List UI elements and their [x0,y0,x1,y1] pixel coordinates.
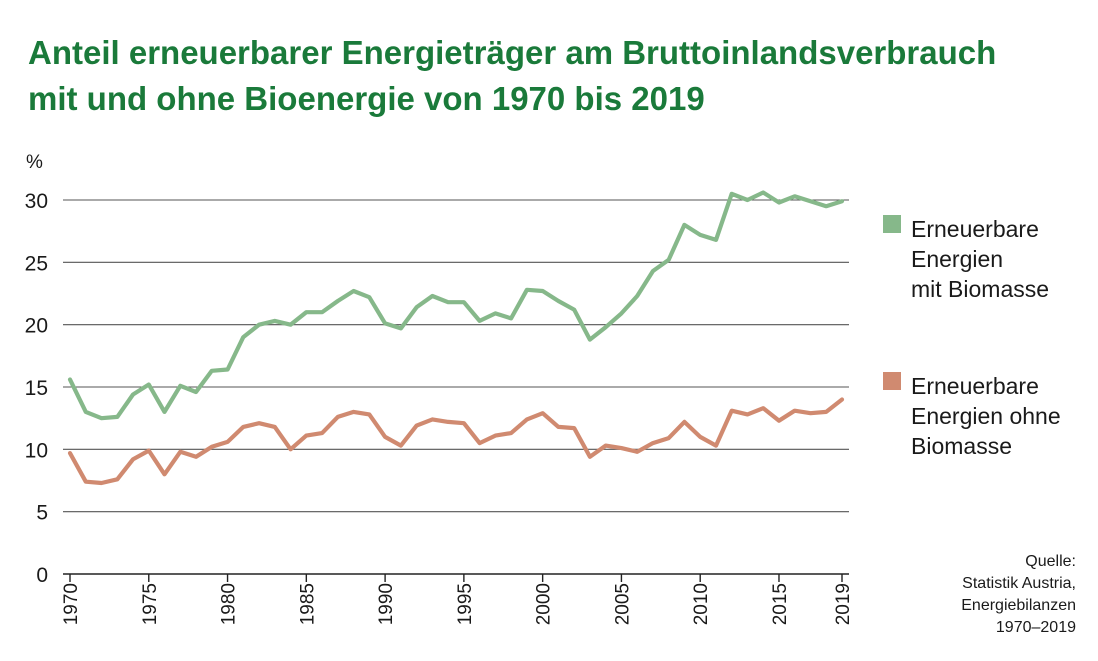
chart-title-line-1: Anteil erneuerbarer Energieträger am Bru… [28,34,997,71]
chart-title: Anteil erneuerbarer Energieträger am Bru… [28,30,1078,122]
y-tick-label: 10 [25,439,48,462]
x-tick-label: 2015 [770,583,791,625]
y-tick-label: 15 [25,377,48,400]
y-tick-label: 30 [25,190,48,213]
x-tick-label: 1985 [297,583,318,625]
legend-label: Biomasse [911,433,1012,459]
legend-swatch-ohne-biomasse [883,372,901,390]
x-tick-label: 1990 [376,583,397,625]
legend: Erneuerbare Energien mit Biomasse Erneuerba… [883,215,1061,459]
data-series [67,190,845,486]
axes: 0 5 10 15 20 25 30% 1970 1975 1980 1985 1990 1995 200… [25,152,854,625]
series-line-ohne-biomasse [67,397,845,486]
source-text-line: 1970–2019 [996,619,1076,636]
x-tick-label: 1975 [140,583,161,625]
series-line-mit-biomasse [67,190,845,421]
legend-label: Erneuerbare [911,373,1039,399]
source-text-line: Energiebilanzen [961,597,1076,614]
y-tick-label: 0 [36,564,48,587]
source-text-line: Statistik Austria, [962,575,1076,592]
y-tick-label: 5 [36,502,48,525]
source-note: Quelle: Statistik Austria, Energiebilanzen… [961,553,1076,636]
x-tick-label: 2010 [691,583,712,625]
x-tick-label: 2000 [534,583,555,625]
legend-label: mit Biomasse [911,276,1049,302]
y-tick-label: 25 [25,252,48,275]
y-tick-label: 20 [25,315,48,338]
y-axis-unit: % [26,152,43,173]
source-text-line: Quelle: [1025,553,1076,570]
x-tick-label: 1995 [455,583,476,625]
legend-swatch-mit-biomasse [883,215,901,233]
x-tick-label: 2005 [612,583,633,625]
legend-label: Energien [911,246,1003,272]
chart-title-line-2: mit und ohne Bioenergie von 1970 bis 201… [28,80,705,117]
legend-label: Energien ohne [911,403,1061,429]
x-tick-label: 2019 [833,583,854,625]
grid-lines [63,199,849,513]
x-tick-label: 1980 [219,583,240,625]
legend-label: Erneuerbare [911,216,1039,242]
x-tick-label: 1970 [61,583,82,625]
